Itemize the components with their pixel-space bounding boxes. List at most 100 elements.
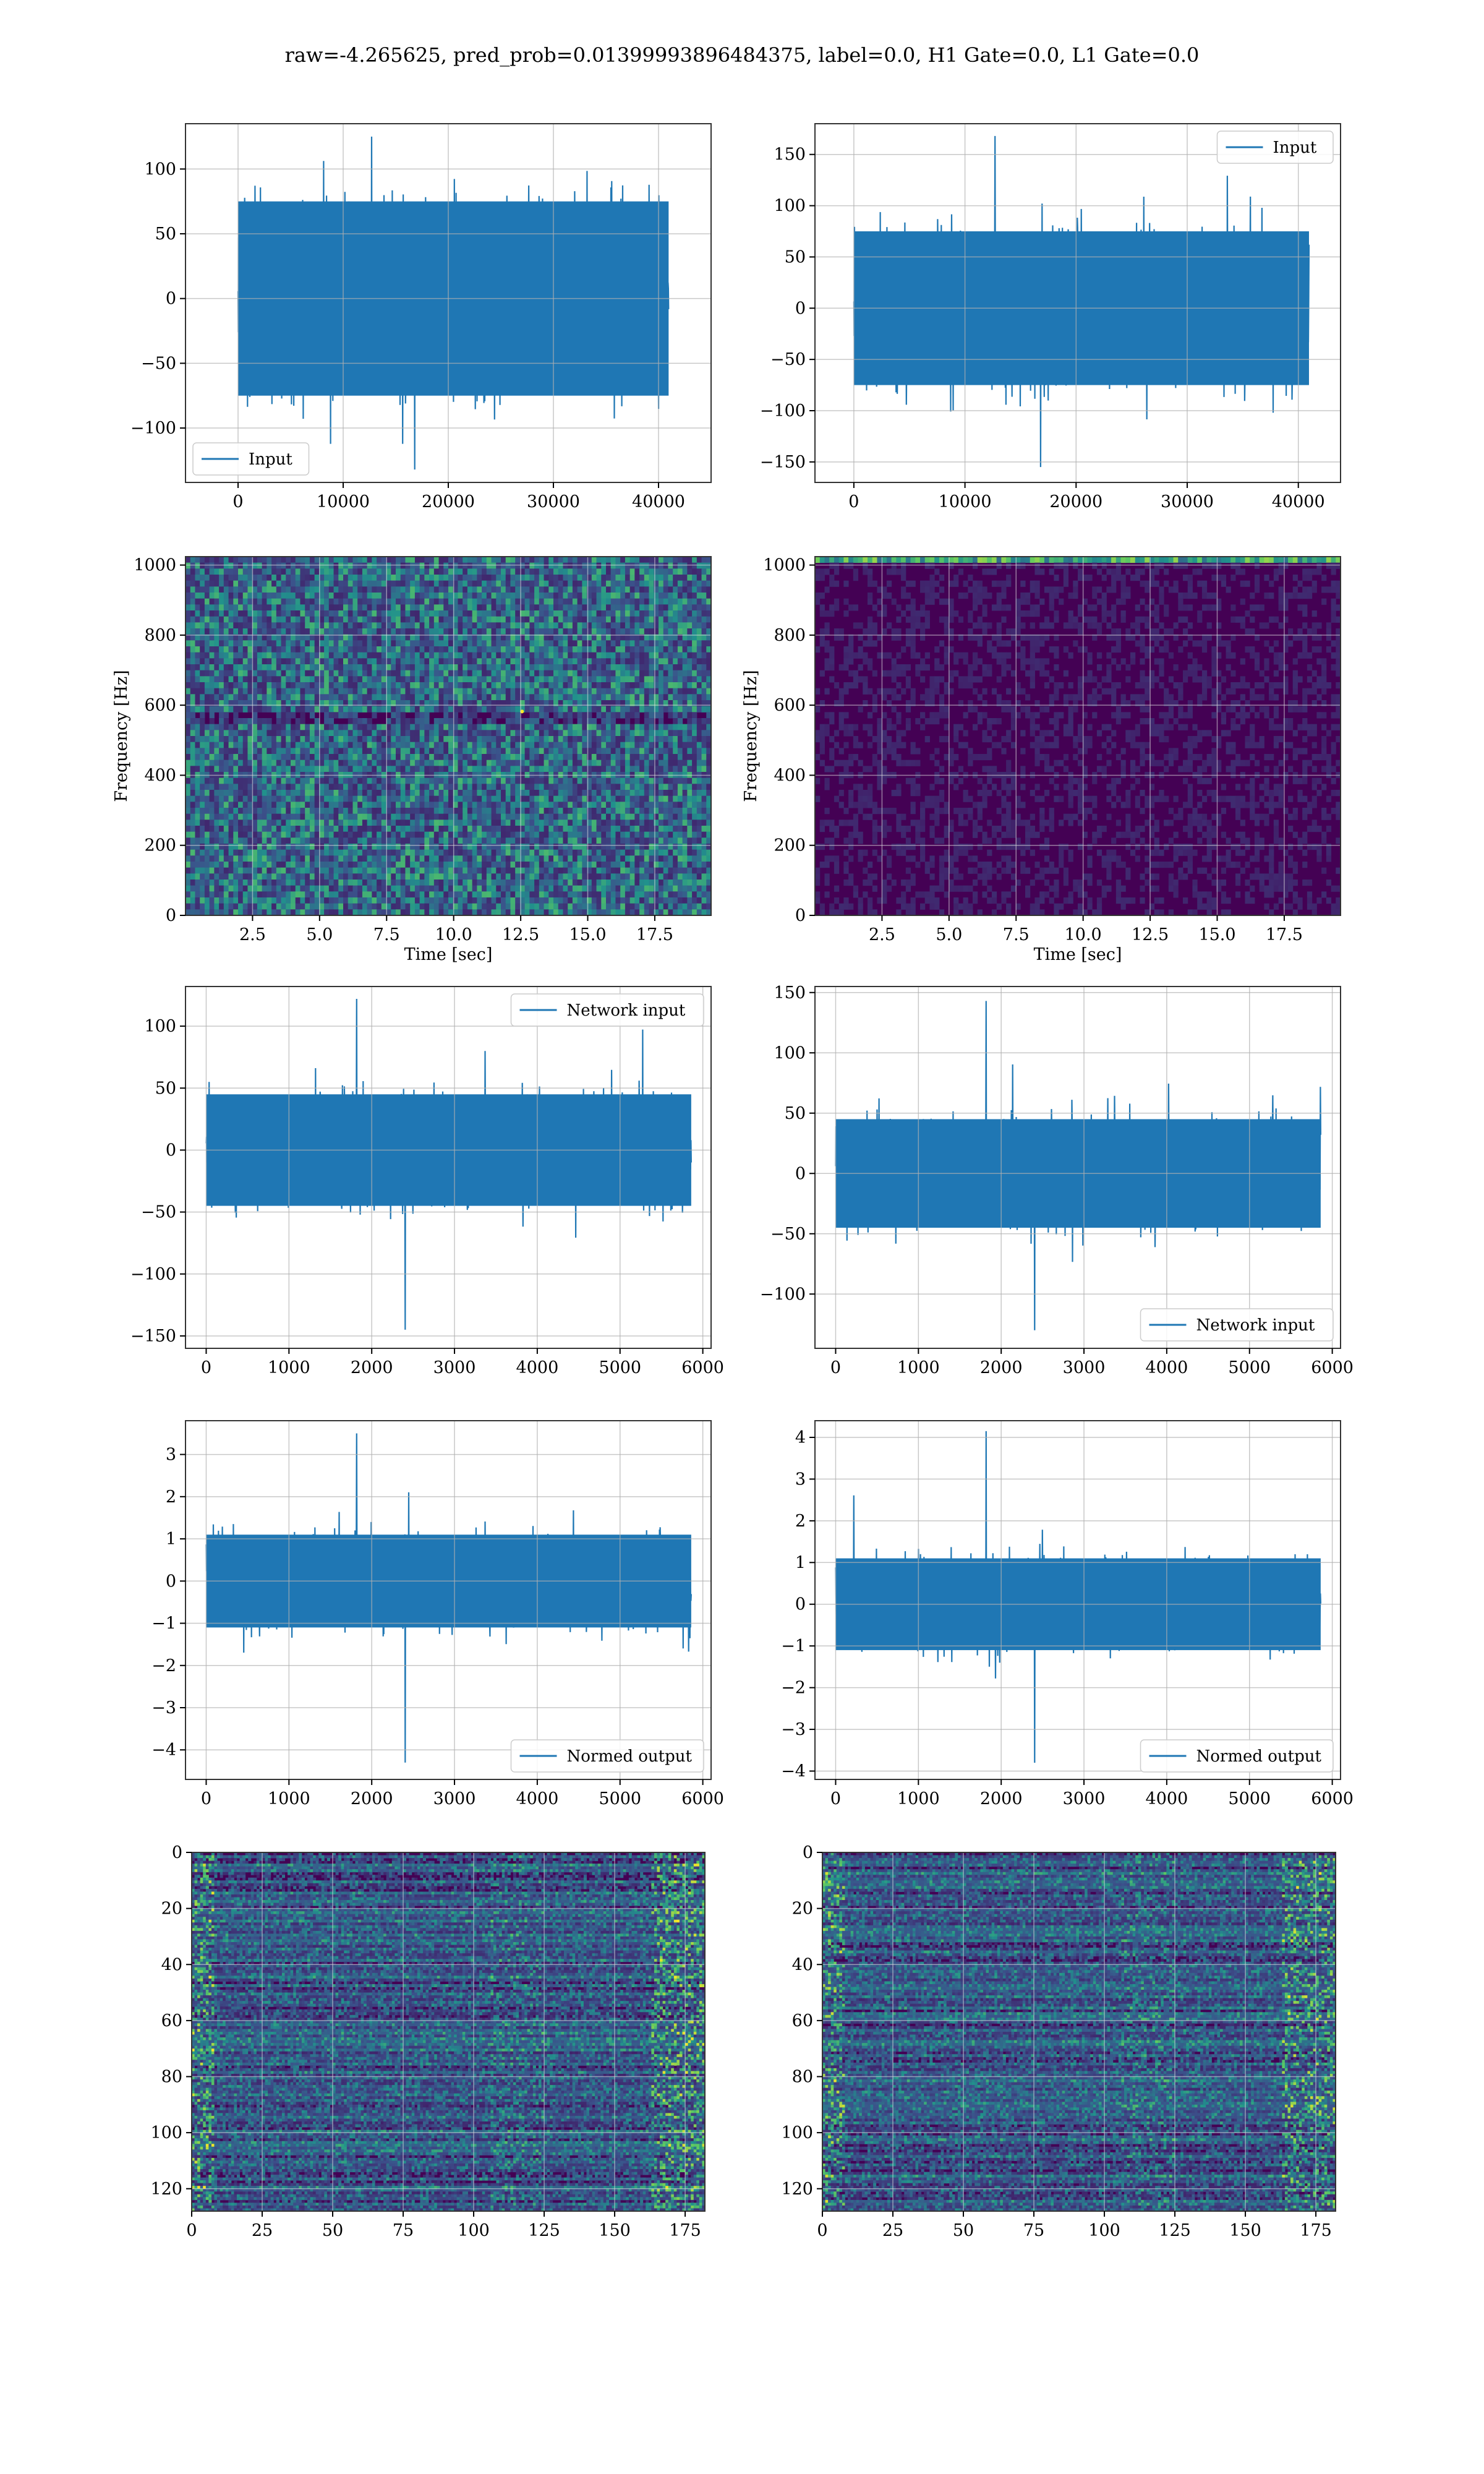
y-tick-label: 120 — [781, 2180, 813, 2199]
x-tick-label: 1000 — [268, 1789, 310, 1808]
x-tick-label: 12.5 — [1132, 925, 1169, 944]
heatmap-cells — [192, 1852, 705, 2211]
x-tick-label: 5.0 — [306, 925, 333, 944]
x-tick-label: 175 — [669, 2221, 701, 2240]
legend-box — [510, 993, 704, 1027]
y-tick-label: 200 — [774, 836, 806, 855]
y-tick-label: 80 — [792, 2068, 813, 2087]
x-tick-label: 3000 — [433, 1789, 476, 1808]
y-tick-label: 150 — [774, 983, 806, 1003]
axes-frame — [822, 1852, 1336, 2212]
y-tick-label: −100 — [130, 419, 176, 438]
x-tick-label: 15.0 — [569, 925, 606, 944]
x-tick-label: 1000 — [897, 1358, 940, 1377]
x-tick-label: 50 — [953, 2221, 974, 2240]
y-tick-label: 50 — [155, 1079, 176, 1098]
y-tick-label: 800 — [774, 626, 806, 645]
y-tick-label: 50 — [155, 225, 176, 244]
y-tick-label: −50 — [770, 1225, 806, 1244]
x-tick-label: 10.0 — [1065, 925, 1102, 944]
x-tick-label: 17.5 — [1266, 925, 1303, 944]
y-tick-label: 100 — [144, 1017, 176, 1036]
x-tick-label: 150 — [1229, 2221, 1261, 2240]
y-tick-label: −1 — [151, 1614, 176, 1633]
x-tick-label: 5000 — [1228, 1358, 1271, 1377]
chart-r2c2: 2.5 5.0 7.5 10.0 12.5 15.0 17.5 0 200 400 600 800 10… — [741, 556, 1341, 964]
legend-label: Network input — [567, 1001, 686, 1020]
x-tick-label: 10.0 — [435, 925, 472, 944]
x-tick-label: 2.5 — [869, 925, 895, 944]
y-tick-label: 150 — [774, 145, 806, 165]
x-tick-label: 30000 — [527, 492, 580, 511]
x-tick-label: 5000 — [599, 1358, 641, 1377]
axes-frame — [185, 1420, 712, 1780]
axes-frame — [191, 1852, 706, 2212]
y-tick-label: 4 — [795, 1428, 806, 1447]
x-tick-label: 100 — [1088, 2221, 1120, 2240]
heatmap-cells — [815, 557, 1341, 915]
y-tick-label: −100 — [130, 1265, 176, 1284]
legend: Network input — [510, 993, 704, 1027]
legend-label: Normed output — [1196, 1747, 1322, 1766]
chart-r3c2: 0 1000 2000 3000 4000 5000 6000 −100 −50 0 50 100 15… — [760, 983, 1354, 1377]
x-tick-label: 75 — [393, 2221, 414, 2240]
y-tick-label: 20 — [792, 1899, 813, 1919]
legend-label: Input — [1273, 139, 1317, 157]
y-tick-label: 600 — [144, 696, 176, 715]
y-tick-label: 1000 — [134, 556, 176, 575]
y-tick-label: −4 — [151, 1740, 176, 1760]
x-tick-label: 12.5 — [502, 925, 539, 944]
figure-title: raw=-4.265625, pred_prob=0.0139999389648… — [0, 43, 1484, 67]
x-tick-label: 175 — [1300, 2221, 1332, 2240]
x-tick-label: 6000 — [1311, 1358, 1354, 1377]
x-tick-label: 30000 — [1161, 492, 1214, 511]
x-tick-label: 0 — [186, 2221, 197, 2240]
axes-frame — [814, 556, 1341, 916]
y-tick-label: 600 — [774, 696, 806, 715]
y-tick-label: 0 — [795, 299, 806, 318]
x-tick-label: 40000 — [1272, 492, 1325, 511]
x-tick-label: 6000 — [681, 1789, 724, 1808]
y-tick-label: 2 — [166, 1487, 176, 1507]
y-tick-label: −50 — [770, 350, 806, 369]
y-tick-label: −2 — [781, 1679, 806, 1698]
y-tick-label: −50 — [141, 354, 176, 373]
y-tick-label: 400 — [144, 766, 176, 785]
legend-box — [1140, 1308, 1334, 1342]
x-tick-label: 4000 — [516, 1789, 559, 1808]
y-tick-label: 50 — [785, 1104, 806, 1123]
chart-r4c1: 0 1000 2000 3000 4000 5000 6000 −4 −3 −2 −1 0 1 2 3 Nor… — [151, 1420, 724, 1808]
axes-frame — [814, 123, 1341, 483]
legend-box — [510, 1739, 704, 1773]
x-tick-label: 10000 — [939, 492, 992, 511]
y-tick-label: −2 — [151, 1656, 176, 1676]
y-tick-label: 40 — [161, 1955, 182, 1974]
x-tick-label: 4000 — [516, 1358, 559, 1377]
y-tick-label: 0 — [172, 1843, 182, 1862]
x-tick-label: 0 — [830, 1358, 841, 1377]
x-tick-label: 0 — [232, 492, 243, 511]
axes-frame — [185, 556, 712, 916]
legend-label: Input — [249, 450, 292, 469]
y-tick-label: 60 — [792, 2011, 813, 2031]
y-tick-label: −1 — [781, 1637, 806, 1656]
y-axis-label: Frequency [Hz] — [112, 670, 131, 802]
x-tick-label: 2.5 — [239, 925, 266, 944]
x-tick-label: 2000 — [980, 1789, 1023, 1808]
y-tick-label: 100 — [150, 2123, 182, 2142]
y-tick-label: 80 — [161, 2068, 182, 2087]
y-tick-label: 0 — [795, 1595, 806, 1614]
legend: Network input — [1140, 1308, 1334, 1342]
y-tick-label: −100 — [760, 401, 806, 421]
y-tick-label: 100 — [781, 2123, 813, 2142]
heatmap-cells — [822, 1852, 1336, 2211]
legend-label: Normed output — [567, 1747, 693, 1766]
y-tick-label: −150 — [130, 1327, 176, 1346]
x-tick-label: 6000 — [681, 1358, 724, 1377]
chart-r5c2: 0 25 50 75 100 125 150 175 0 20 40 60 80 100 120 — [781, 1843, 1336, 2240]
y-axis-label: Frequency [Hz] — [741, 670, 761, 802]
x-tick-label: 1000 — [897, 1789, 940, 1808]
y-tick-label: 200 — [144, 836, 176, 855]
x-tick-label: 5.0 — [936, 925, 962, 944]
